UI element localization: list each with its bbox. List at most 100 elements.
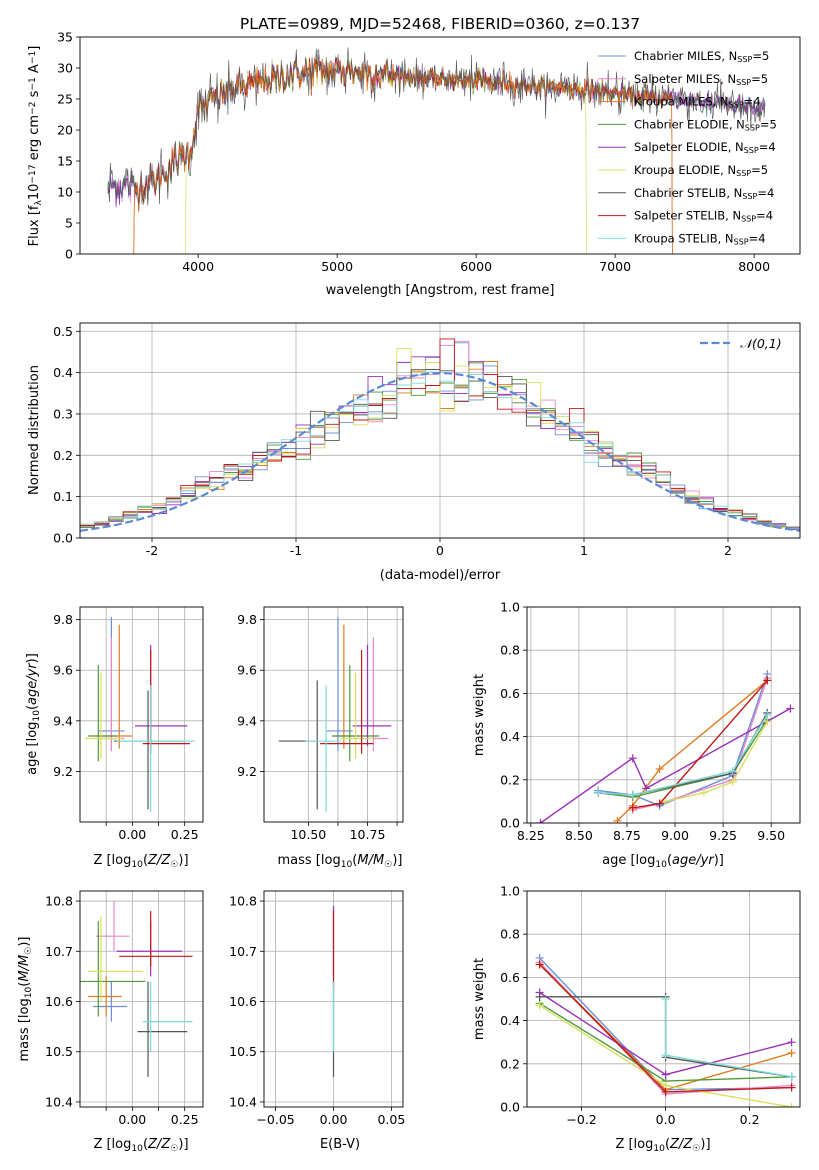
y-tick-label: 9.2: [53, 764, 73, 779]
y-axis-label: Normed distribution: [27, 365, 42, 495]
series-line-kroupa-elodie: [665, 721, 768, 803]
x-tick-label: 0.2: [740, 1112, 760, 1127]
errorbar-kroupa-elodie: [87, 916, 143, 1002]
histogram-kroupa-stelib: [80, 371, 800, 530]
x-tick-label: −0.2: [566, 1112, 596, 1127]
y-tick-label: 0.2: [53, 448, 73, 463]
y-tick-label: 9.6: [53, 663, 73, 678]
x-tick-label: 0.25: [171, 827, 199, 842]
x-tick-label: 0.00: [320, 1112, 348, 1127]
histogram-salpeter-stelib: [80, 338, 800, 531]
x-tick-label: 7000: [599, 259, 631, 274]
y-tick-label: 10.5: [229, 1044, 257, 1059]
x-tick-label: 0: [436, 543, 444, 558]
axes-frame: [79, 606, 204, 823]
y-tick-label: 15: [57, 154, 73, 169]
x-tick-label: 0.00: [118, 1112, 146, 1127]
point-marker: [536, 819, 545, 823]
x-tick-label: 0.05: [377, 1112, 405, 1127]
series-line-chabrier-stelib: [107, 47, 766, 206]
y-axis-label: age [log10(age/yr)]: [25, 653, 42, 775]
series-chabrier-elodie: [594, 715, 772, 802]
legend-label-kroupa-stelib: Kroupa STELIB, NSSP=4: [634, 231, 766, 246]
y-tick-label: 0.5: [53, 324, 73, 339]
series-salpeter-elodie: [536, 704, 795, 823]
series-kroupa-stelib: [661, 995, 796, 1081]
point-marker: [787, 1038, 796, 1047]
x-tick-label: 9.25: [709, 828, 737, 843]
x-tick-label: 0.25: [171, 1112, 199, 1127]
series-line-salpeter-stelib: [132, 54, 674, 254]
x-axis-label: wavelength [Angstrom, rest frame]: [326, 283, 555, 298]
y-tick-label: 10.7: [45, 944, 73, 959]
errorbar-kroupa-stelib: [116, 685, 196, 812]
x-axis-label: Z [log10(Z/Z☉)]: [93, 1137, 188, 1154]
x-axis-label: (data-model)/error: [380, 568, 501, 583]
x-tick-label: -2: [146, 543, 158, 558]
point-marker: [728, 767, 737, 776]
x-tick-label: 0.00: [118, 827, 146, 842]
y-tick-label: 0.0: [53, 531, 73, 546]
legend-label-chabrier-stelib: Chabrier STELIB, NSSP=4: [634, 186, 774, 201]
y-tick-label: 1.0: [500, 600, 520, 615]
series-line-salpeter-miles: [632, 678, 768, 811]
y-tick-label: 20: [57, 123, 73, 138]
errorbar-chabrier-elodie: [80, 921, 146, 1017]
legend-label-salpeter-miles: Salpeter MILES, NSSP=5: [634, 72, 768, 87]
series-salpeter-elodie: [535, 988, 796, 1079]
point-marker: [787, 1072, 796, 1081]
y-tick-label: 0.4: [500, 1013, 520, 1028]
x-axis-label: Z [log10(Z/Z☉)]: [93, 853, 188, 870]
legend-label-kroupa-miles: Kroupa MILES, NSSP=4: [634, 95, 761, 110]
y-axis-label: Flux [fλ10−17 erg cm−2 s−1 A−1]: [27, 46, 44, 247]
chart-mass_vs_Z: 0.00 0.25 10.4 10.5 10.6 10.7 10.8 Z [log10(Z/Z…: [17, 890, 204, 1154]
y-tick-label: 9.4: [53, 713, 73, 728]
point-marker: [628, 790, 637, 799]
y-tick-label: 0.8: [500, 643, 520, 658]
errorbar-salpeter-miles: [352, 637, 389, 752]
point-marker: [535, 992, 544, 1001]
y-tick-label: 10.6: [229, 994, 257, 1009]
series-kroupa-elodie: [535, 1001, 796, 1107]
x-tick-label: 1: [580, 543, 588, 558]
errorbar-chabrier-stelib: [137, 981, 188, 1077]
y-tick-label: 0.4: [53, 365, 73, 380]
errorbar-salpeter-elodie: [352, 644, 392, 747]
axes-frame: [263, 606, 404, 823]
errorbar-kroupa-elodie: [340, 672, 374, 759]
y-tick-label: 10.6: [45, 994, 73, 1009]
errorbar-chabrier-elodie: [87, 665, 117, 762]
chart-weight_vs_age: 8.25 8.50 8.75 9.00 9.25 9.50 0.0 0.2 0.4 0.6 0.8 1…: [472, 600, 801, 870]
x-axis-label: E(B-V): [320, 1137, 360, 1152]
x-axis-label: Z [log10(Z/Z☉)]: [615, 1137, 710, 1154]
legend-label-chabrier-elodie: Chabrier ELODIE, NSSP=5: [634, 117, 777, 132]
point-marker: [661, 1087, 670, 1096]
point-marker: [728, 777, 737, 786]
legend-label-salpeter-stelib: Salpeter STELIB, NSSP=4: [634, 209, 773, 224]
chart-age_vs_mass: 10.50 10.75 9.2 9.4 9.6 9.8 mass [log10(M/M☉)]: [237, 606, 404, 870]
legend-label-kroupa-elodie: Kroupa ELODIE, NSSP=5: [634, 163, 768, 178]
series-line-kroupa-miles: [132, 56, 674, 254]
y-axis-label: mass weight: [472, 958, 487, 1040]
y-tick-label: 10.4: [229, 1094, 257, 1109]
axes-frame: [79, 36, 801, 255]
point-marker: [787, 1103, 796, 1107]
y-tick-label: 0.2: [500, 1056, 520, 1071]
y-axis-label: mass [log10(M/M☉)]: [17, 937, 34, 1062]
x-tick-label: -1: [290, 543, 302, 558]
x-tick-label: 9.00: [661, 828, 689, 843]
point-marker: [655, 765, 664, 773]
errorbar-kroupa-miles: [332, 624, 356, 749]
point-marker: [661, 797, 670, 806]
errorbar-kroupa-stelib: [142, 981, 193, 1052]
x-tick-label: 8000: [738, 259, 770, 274]
point-marker: [628, 754, 637, 763]
y-tick-label: 0.4: [500, 729, 520, 744]
gaussian-curve: [80, 371, 800, 532]
x-tick-label: 2: [724, 543, 732, 558]
point-marker: [786, 704, 795, 713]
point-marker: [699, 788, 708, 797]
series-kroupa-elodie: [661, 717, 772, 806]
y-tick-label: 35: [57, 30, 73, 45]
series-salpeter-stelib: [628, 676, 772, 812]
